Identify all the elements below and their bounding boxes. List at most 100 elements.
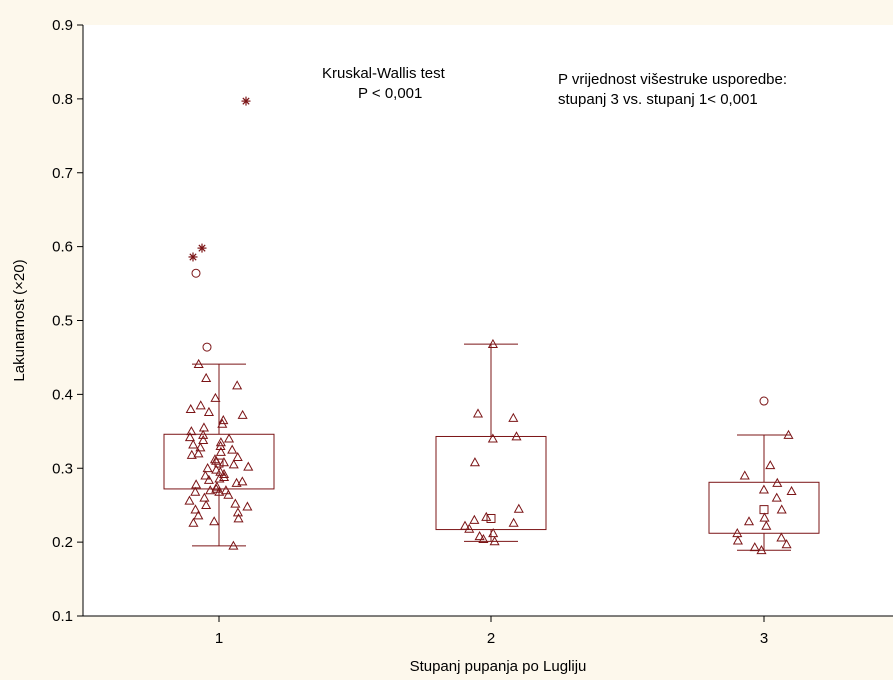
data-point (749, 542, 760, 552)
x-axis-label: Stupanj pupanja po Lugliju (410, 658, 587, 675)
data-point (739, 470, 750, 480)
y-axis-label: Lakunarnost (×20) (11, 259, 28, 381)
data-point (487, 433, 498, 443)
posthoc-annotation: P vrijednost višestruke usporedbe: stupa… (558, 70, 787, 110)
data-point (469, 514, 480, 524)
data-point (242, 501, 253, 511)
data-point (188, 439, 199, 449)
data-point (202, 463, 213, 473)
median-marker (486, 513, 496, 523)
outlier-point (202, 342, 212, 352)
x-tick-label: 2 (487, 630, 495, 647)
extreme-point (188, 252, 198, 262)
data-point (232, 380, 243, 390)
data-point (478, 533, 489, 544)
data-point (732, 535, 743, 545)
data-point (218, 468, 230, 479)
data-point (201, 499, 212, 510)
data-point (218, 457, 230, 467)
data-point (218, 471, 230, 481)
data-point (743, 516, 755, 526)
data-point (215, 446, 226, 456)
y-tick-label: 0.7 (52, 165, 73, 182)
data-point (508, 517, 519, 527)
kruskal-wallis-annotation: Kruskal-Wallis test P < 0,001 (322, 64, 445, 104)
data-point (776, 504, 787, 514)
data-point (211, 464, 222, 474)
data-point (188, 517, 199, 527)
data-point (232, 451, 243, 462)
data-point (472, 408, 484, 418)
data-point (223, 489, 234, 499)
data-point (230, 498, 241, 508)
data-point (732, 528, 743, 538)
y-tick-label: 0.6 (52, 239, 73, 256)
data-point (231, 477, 242, 487)
y-tick-label: 0.1 (52, 608, 73, 625)
data-point (508, 412, 519, 422)
data-point (228, 459, 239, 469)
test-p-value-label: P < 0,001 (358, 85, 423, 102)
data-point (781, 539, 792, 549)
posthoc-result-label: stupanj 3 vs. stupanj 1< 0,001 (558, 91, 758, 108)
data-point (237, 409, 248, 419)
data-point (459, 520, 471, 530)
data-point (783, 429, 794, 439)
box-iqr (435, 435, 547, 531)
plot-area (83, 25, 893, 616)
data-point (220, 485, 231, 495)
data-point (190, 486, 201, 496)
data-point (190, 504, 201, 514)
data-point (195, 400, 206, 410)
data-point (209, 516, 220, 526)
data-point (227, 444, 238, 454)
data-point (771, 492, 782, 502)
data-point (474, 530, 485, 541)
data-point (200, 470, 211, 480)
y-tick-label: 0.5 (52, 313, 73, 330)
data-point (469, 457, 480, 467)
data-point (185, 403, 196, 414)
data-point (759, 512, 770, 522)
data-point (237, 476, 248, 486)
data-point (481, 511, 492, 521)
test-name-label: Kruskal-Wallis test (322, 65, 445, 82)
data-point (198, 434, 209, 445)
data-point (776, 532, 787, 542)
data-point (195, 442, 206, 452)
posthoc-title-label: P vrijednost višestruke usporedbe: (558, 71, 788, 88)
data-point (193, 358, 204, 368)
data-point (215, 437, 226, 447)
data-point (203, 406, 214, 416)
data-point (215, 466, 226, 476)
data-point (184, 495, 195, 505)
y-tick-label: 0.8 (52, 91, 73, 108)
y-tick-label: 0.2 (52, 534, 73, 551)
y-tick-label: 0.9 (52, 17, 73, 34)
data-point (756, 545, 767, 555)
data-point (761, 520, 772, 530)
outlier-point (759, 396, 769, 406)
data-point (232, 507, 243, 517)
data-point (193, 448, 204, 458)
data-point (199, 492, 210, 502)
outlier-point (191, 268, 201, 278)
data-point (218, 415, 229, 425)
data-point (184, 431, 196, 442)
data-point (201, 372, 212, 382)
box-iqr (708, 481, 820, 534)
data-point (186, 426, 197, 436)
data-point (209, 454, 221, 464)
y-tick-label: 0.3 (52, 460, 73, 477)
data-point (210, 392, 221, 402)
data-point (211, 481, 222, 491)
data-point (198, 422, 210, 432)
data-point (198, 429, 209, 439)
data-point (511, 431, 522, 441)
extreme-point (197, 243, 207, 253)
data-point (228, 540, 239, 550)
data-point (193, 510, 204, 520)
y-tick-label: 0.4 (52, 386, 73, 403)
x-tick-label: 1 (215, 630, 223, 647)
